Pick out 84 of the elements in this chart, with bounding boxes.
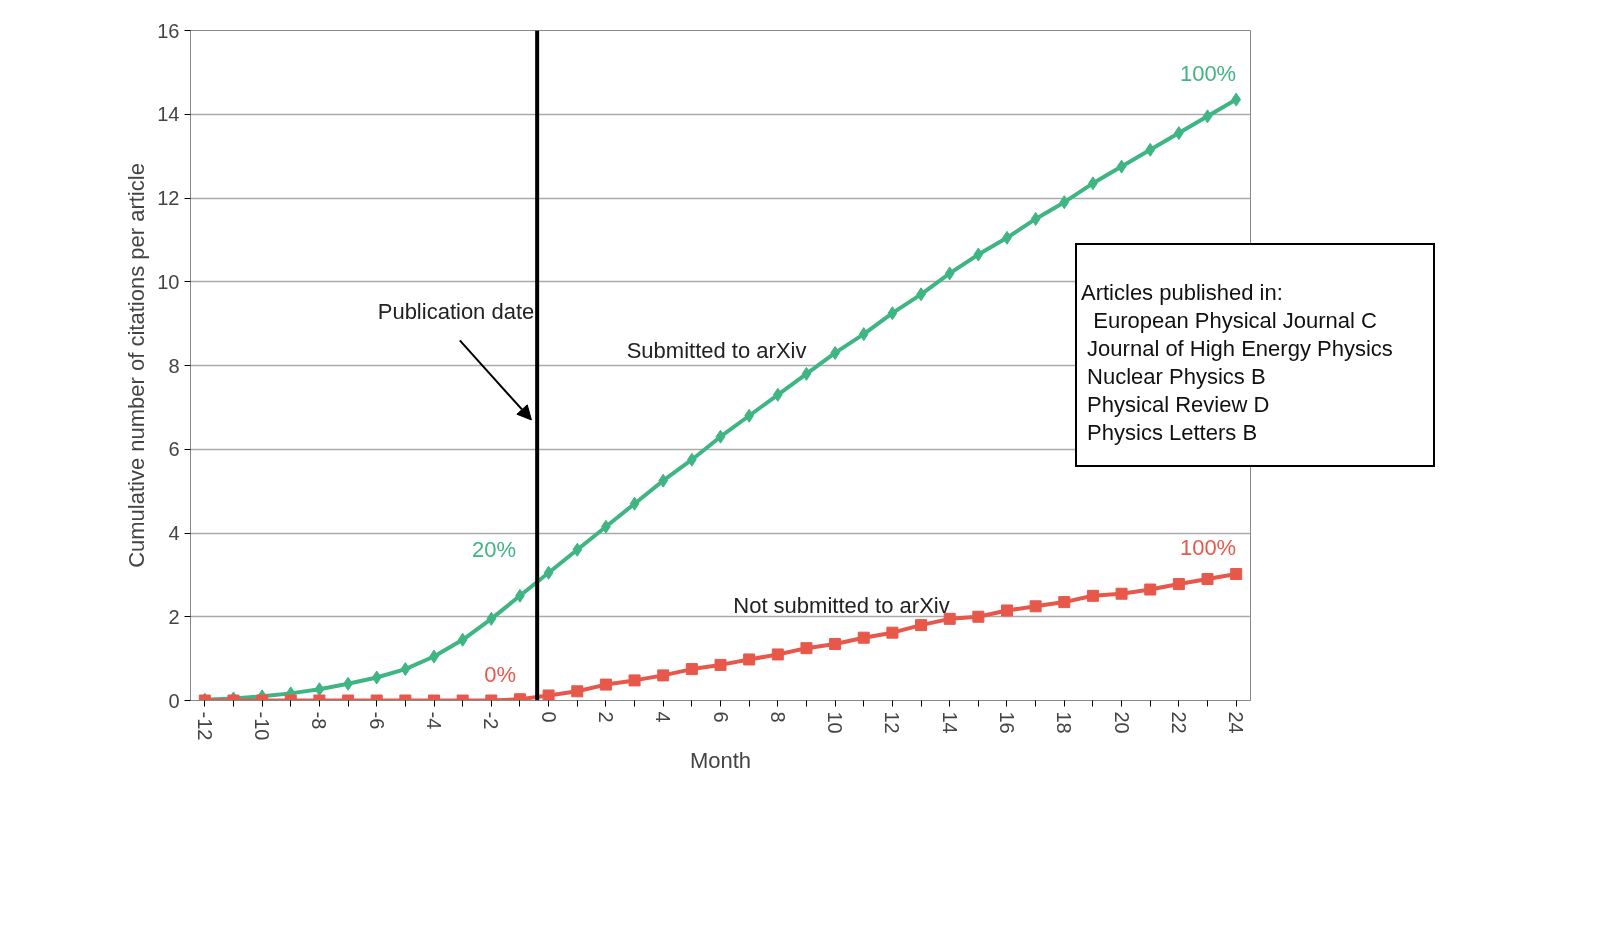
point xyxy=(771,648,784,661)
point xyxy=(801,366,812,381)
point xyxy=(973,247,984,262)
x-tick-label: -12 xyxy=(193,711,216,741)
point xyxy=(858,327,869,342)
point xyxy=(628,674,641,687)
point xyxy=(572,542,583,557)
point xyxy=(800,642,813,655)
annotation: 100% xyxy=(1179,535,1237,561)
y-axis-title: Cumulative number of citations per article xyxy=(124,163,150,568)
y-tick-label: 14 xyxy=(157,103,180,126)
annotation: 100% xyxy=(1179,60,1237,86)
point xyxy=(772,387,783,402)
x-axis-title: Month xyxy=(689,748,752,774)
point xyxy=(1144,583,1157,596)
point xyxy=(1059,195,1070,210)
series-label: Submitted to arXiv xyxy=(626,338,807,364)
x-tick-label: 10 xyxy=(824,711,847,734)
point xyxy=(400,662,411,677)
x-tick-label: 14 xyxy=(938,711,961,734)
point xyxy=(1115,587,1128,600)
x-tick-label: 18 xyxy=(1053,711,1076,734)
x-tick-label: 0 xyxy=(537,711,560,723)
point xyxy=(743,653,756,666)
x-tick-label: 2 xyxy=(594,711,617,723)
y-tick-label: 10 xyxy=(157,270,180,293)
point xyxy=(714,658,727,671)
x-tick-label: 16 xyxy=(995,711,1018,734)
y-tick-label: 2 xyxy=(168,605,180,628)
point xyxy=(715,429,726,444)
point xyxy=(887,306,898,321)
y-tick-label: 8 xyxy=(168,354,180,377)
point xyxy=(1086,589,1099,602)
point xyxy=(1172,578,1185,591)
x-tick-label: 22 xyxy=(1167,711,1190,734)
point xyxy=(1058,596,1071,609)
x-tick-label: 20 xyxy=(1110,711,1133,734)
x-tick-label: -2 xyxy=(480,711,503,730)
x-tick-label: 6 xyxy=(709,711,732,723)
point xyxy=(1029,600,1042,613)
note-box: Articles published in: European Physical Journal C Journal of High Energy Physics Nuclear Physics B Physical Review D Physics Letters B xyxy=(1075,243,1435,467)
point xyxy=(658,473,669,488)
point xyxy=(944,266,955,281)
x-tick-label: -6 xyxy=(365,711,388,730)
x-tick-label: 4 xyxy=(652,711,675,723)
annotation: 0% xyxy=(484,662,516,688)
point xyxy=(1230,568,1243,581)
y-tick-label: 4 xyxy=(168,522,180,544)
point xyxy=(1116,159,1127,174)
point xyxy=(1030,211,1041,226)
x-tick-label: 12 xyxy=(881,711,904,734)
x-tick-label: -8 xyxy=(308,711,331,730)
x-tick-label: -4 xyxy=(423,711,446,730)
point xyxy=(542,689,555,701)
point xyxy=(886,626,899,639)
point xyxy=(486,611,497,626)
point xyxy=(1201,573,1214,586)
annotation: 20% xyxy=(471,536,516,562)
point xyxy=(915,619,928,632)
point xyxy=(629,496,640,511)
point xyxy=(599,678,612,691)
series-label: Not submitted to arXiv xyxy=(733,593,950,619)
point xyxy=(1000,604,1013,617)
point xyxy=(1145,142,1156,157)
point xyxy=(657,669,670,682)
ref-line-label: Publication date xyxy=(377,298,535,324)
point xyxy=(685,663,698,676)
x-tick-label: -10 xyxy=(251,711,274,741)
point xyxy=(371,670,382,685)
point xyxy=(943,612,956,625)
y-tick-label: 12 xyxy=(157,187,180,209)
y-tick-label: 6 xyxy=(168,438,180,461)
point xyxy=(457,632,468,647)
x-tick-label: 24 xyxy=(1225,711,1248,734)
point xyxy=(1231,92,1242,107)
point xyxy=(314,682,325,697)
point xyxy=(857,631,870,644)
point xyxy=(543,565,554,580)
point xyxy=(1202,109,1213,124)
point xyxy=(829,637,842,650)
x-tick-label: 8 xyxy=(766,711,789,723)
y-tick-label: 16 xyxy=(157,19,180,42)
point xyxy=(571,685,584,698)
point xyxy=(972,610,985,623)
